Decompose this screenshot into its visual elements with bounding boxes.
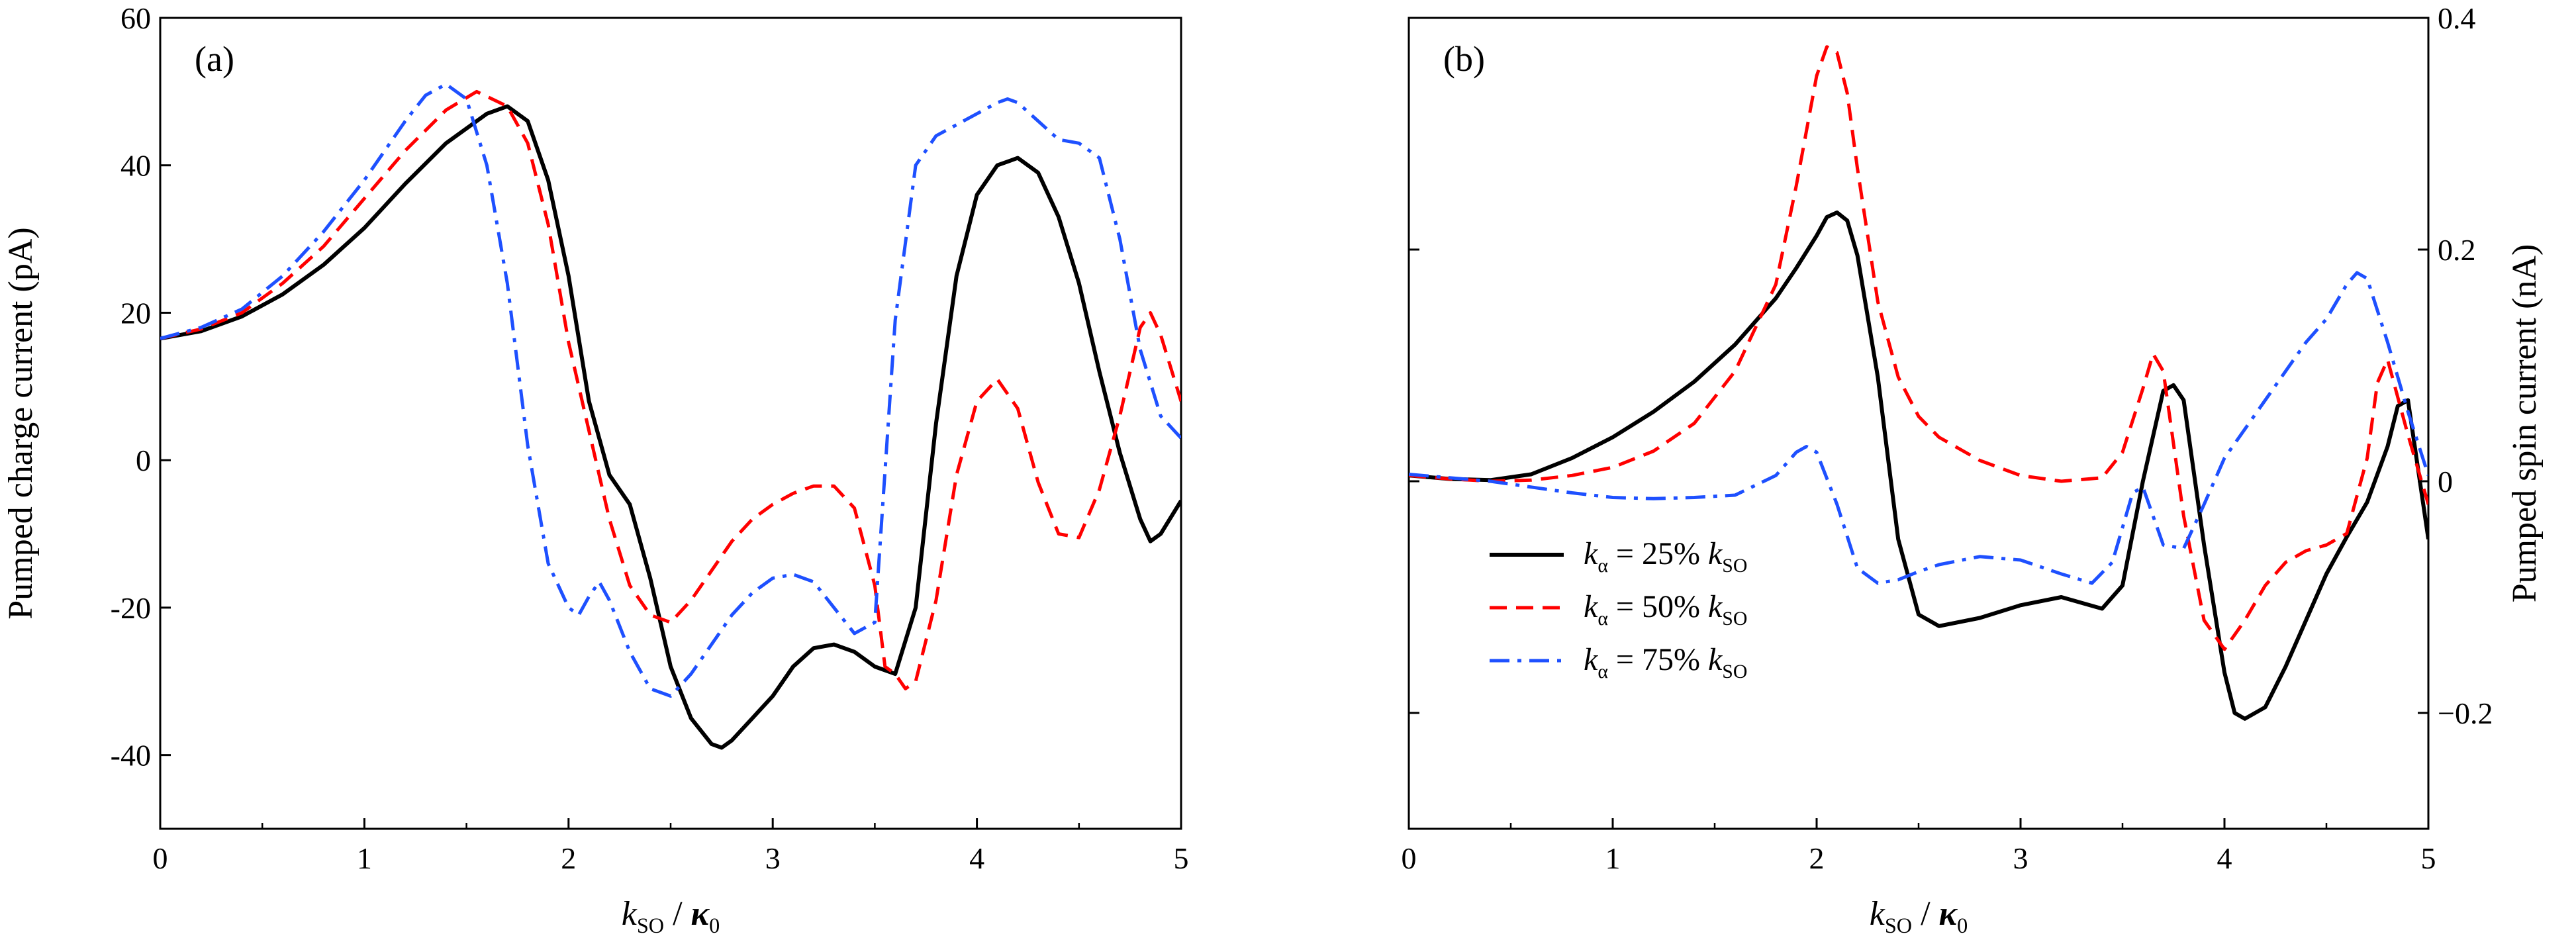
x-axis-title: kSO / κ0 <box>622 895 720 937</box>
legend-label-k75: kα = 75% kSO <box>1584 642 1747 682</box>
y-axis-title: Pumped charge current (pA) <box>2 227 40 620</box>
y-tick-label: 0.4 <box>2438 1 2476 35</box>
y-tick-label: -20 <box>111 591 151 625</box>
y-tick-label: 20 <box>120 296 151 330</box>
y-tick-label: −0.2 <box>2438 696 2493 730</box>
plot-frame <box>1407 17 2430 830</box>
x-tick-label: 0 <box>153 841 168 875</box>
panel-a-charge-current: 0 1 2 3 4 5 -40 -20 0 20 40 60 (a) kSO / κ0 Pumped cha… <box>2 1 1189 937</box>
legend-label-k25: kα = 25% kSO <box>1584 536 1747 577</box>
x-tick-label: 5 <box>2421 841 2436 875</box>
x-tick-label: 4 <box>969 841 984 875</box>
x-tick-label: 3 <box>765 841 781 875</box>
panel-label: (a) <box>195 39 234 79</box>
y-tick-label: 0 <box>2438 465 2453 498</box>
y-tick-label: -40 <box>111 739 151 773</box>
x-tick-label: 1 <box>1605 841 1621 875</box>
series-line-k75 <box>160 82 1181 698</box>
plot-frame <box>159 17 1182 830</box>
series-line-k25 <box>1409 211 2428 721</box>
legend-label-k50: kα = 50% kSO <box>1584 589 1747 630</box>
x-tick-label: 4 <box>2217 841 2232 875</box>
x-tick-label: 2 <box>1809 841 1825 875</box>
x-tick-label: 2 <box>561 841 576 875</box>
y-tick-label: 0.2 <box>2438 233 2476 267</box>
series-line-k50 <box>1409 45 2428 651</box>
x-axis-title: kSO / κ0 <box>1870 895 1968 937</box>
panel-label: (b) <box>1443 39 1485 79</box>
panel-b-spin-current: 0 1 2 3 4 5 −0.2 0 0.2 0.4 (b) kSO / κ0 Pumped spin … <box>1402 1 2544 937</box>
y-tick-label: 0 <box>136 444 151 477</box>
legend: kα = 25% kSO kα = 50% kSO kα = 75% kSO <box>1490 536 1747 682</box>
series-line-k50 <box>160 89 1181 690</box>
series-line-k25 <box>160 104 1181 750</box>
x-tick-label: 5 <box>1174 841 1189 875</box>
series-line-k75 <box>1409 271 2428 585</box>
y-tick-label: 40 <box>120 149 151 183</box>
y-tick-label: 60 <box>120 1 151 35</box>
x-tick-label: 3 <box>2013 841 2028 875</box>
x-tick-label: 1 <box>357 841 372 875</box>
y-axis-title: Pumped spin current (nA) <box>2506 244 2544 603</box>
x-tick-label: 0 <box>1402 841 1417 875</box>
